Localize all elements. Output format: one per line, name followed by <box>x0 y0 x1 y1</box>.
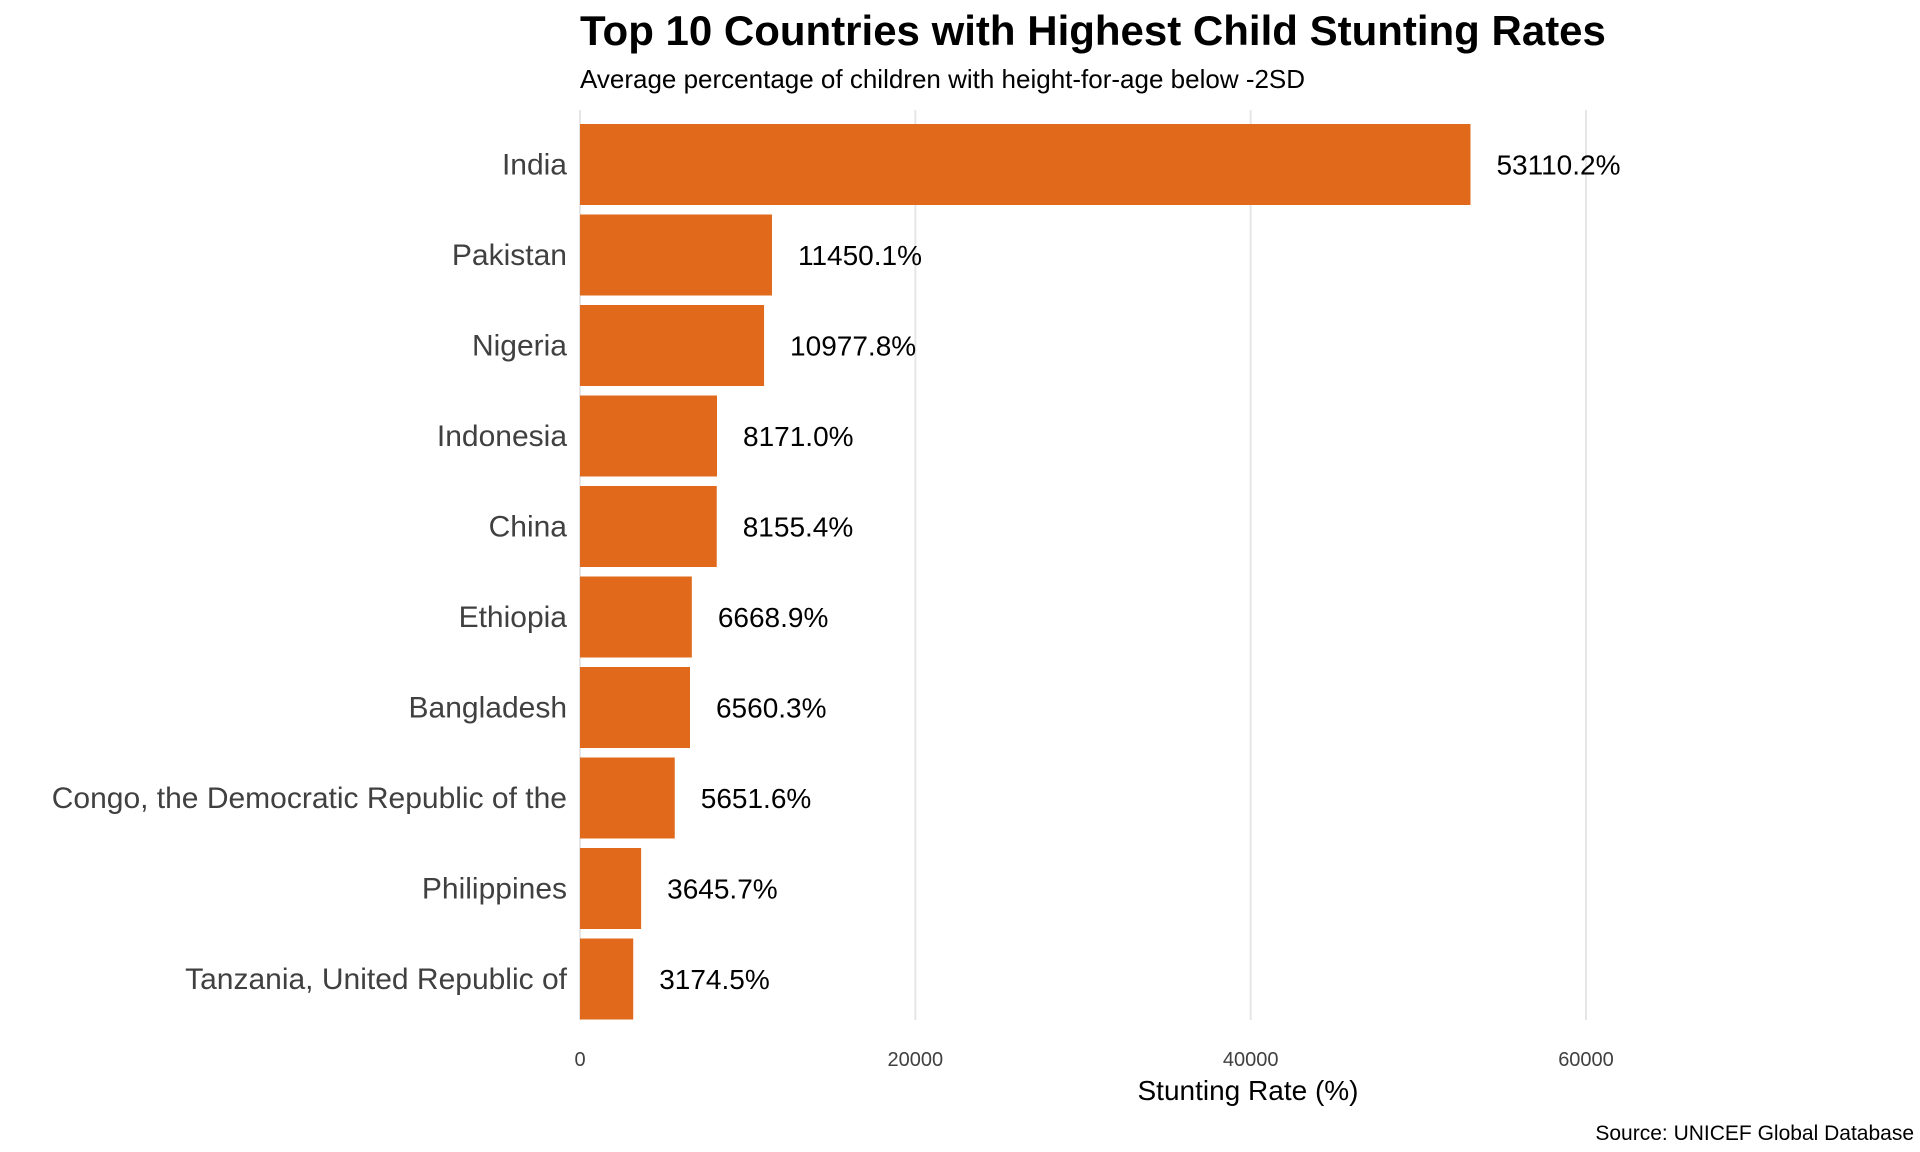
category-label: Ethiopia <box>459 601 568 634</box>
x-tick-label: 60000 <box>1558 1049 1614 1071</box>
chart-subtitle: Average percentage of children with heig… <box>580 64 1305 94</box>
bar <box>580 486 717 567</box>
bar <box>580 214 772 296</box>
category-label: Indonesia <box>437 420 567 453</box>
data-label: 3174.5% <box>659 964 770 995</box>
bar <box>580 667 690 748</box>
data-label: 11450.1% <box>798 240 922 271</box>
bar <box>580 576 692 658</box>
category-label: India <box>502 149 567 182</box>
data-label: 8155.4% <box>743 512 854 543</box>
data-label: 6560.3% <box>716 693 827 724</box>
category-label: Pakistan <box>452 239 567 272</box>
bar <box>580 938 634 1020</box>
bar <box>580 848 642 929</box>
x-axis-title: Stunting Rate (%) <box>1138 1075 1359 1106</box>
chart-title: Top 10 Countries with Highest Child Stun… <box>580 7 1606 54</box>
x-tick-label: 40000 <box>1223 1049 1279 1071</box>
bar <box>580 305 765 386</box>
bars-group <box>580 124 1471 1020</box>
data-label: 3645.7% <box>667 874 778 905</box>
category-label: Congo, the Democratic Republic of the <box>52 782 567 815</box>
category-label: China <box>489 511 568 544</box>
x-tick-label: 20000 <box>888 1049 944 1071</box>
data-label: 53110.2% <box>1496 150 1620 181</box>
category-labels: India Pakistan Nigeria Indonesia China Ethiop… <box>52 149 568 997</box>
x-tick-label: 0 <box>574 1049 585 1071</box>
category-label: Nigeria <box>472 330 567 363</box>
data-label: 10977.8% <box>790 331 916 362</box>
bar <box>580 757 675 839</box>
category-label: Philippines <box>422 873 567 906</box>
chart-caption: Source: UNICEF Global Database <box>1595 1122 1914 1145</box>
bar <box>580 124 1471 205</box>
category-label: Bangladesh <box>409 692 567 725</box>
data-label: 6668.9% <box>718 602 829 633</box>
data-label: 5651.6% <box>701 783 812 814</box>
category-label: Tanzania, United Republic of <box>185 963 568 996</box>
bar <box>580 395 718 477</box>
data-label: 8171.0% <box>743 421 854 452</box>
x-axis-ticks: 0 20000 40000 60000 <box>574 1049 1613 1071</box>
value-labels: 53110.2% 11450.1% 10977.8% 8171.0% 8155.4% 66… <box>659 150 1620 996</box>
